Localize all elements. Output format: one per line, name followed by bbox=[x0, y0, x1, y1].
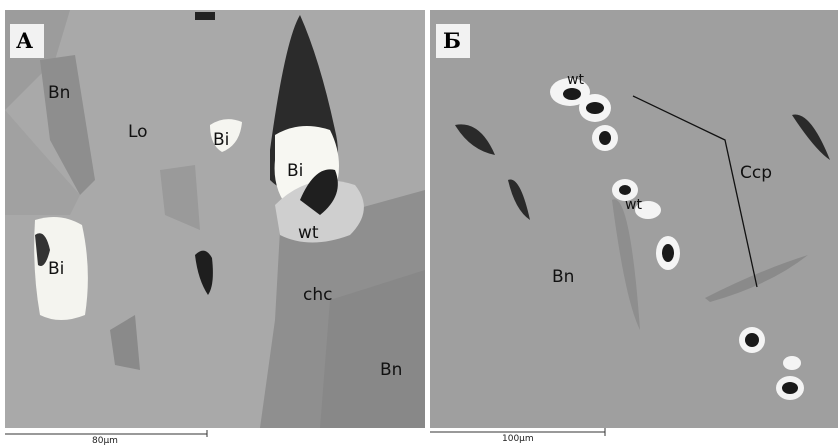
mineral-label: chc bbox=[303, 285, 332, 305]
mineral-label: Lo bbox=[128, 122, 148, 142]
mineral-label: wt bbox=[625, 197, 642, 213]
panel-letter: А bbox=[16, 28, 33, 53]
mineral-label: Bi bbox=[48, 259, 64, 279]
mineral-label: Bi bbox=[287, 161, 303, 181]
panel-letter: Б bbox=[443, 28, 461, 53]
page: А Bn Lo Bi Bi Bi wt chc Bn 80µm bbox=[0, 0, 838, 445]
scale-label: 80µm bbox=[92, 436, 118, 445]
panel-a: А Bn Lo Bi Bi Bi wt chc Bn 80µm bbox=[5, 10, 425, 445]
mineral-label: wt bbox=[567, 72, 584, 88]
panel-b: Б wt wt Ccp Bn 100µm bbox=[430, 10, 838, 444]
mineral-label: Bn bbox=[552, 267, 574, 287]
mineral-label: Bn bbox=[380, 360, 402, 380]
mineral-label: Bn bbox=[48, 83, 70, 103]
dark-inclusion bbox=[195, 12, 215, 20]
mineral-label: Ccp bbox=[740, 163, 772, 183]
scale-label: 100µm bbox=[502, 434, 534, 444]
mineral-label: Bi bbox=[213, 130, 229, 150]
panel-bg bbox=[430, 10, 838, 428]
mineral-label: wt bbox=[298, 223, 319, 243]
figure: А Bn Lo Bi Bi Bi wt chc Bn 80µm bbox=[0, 0, 838, 445]
